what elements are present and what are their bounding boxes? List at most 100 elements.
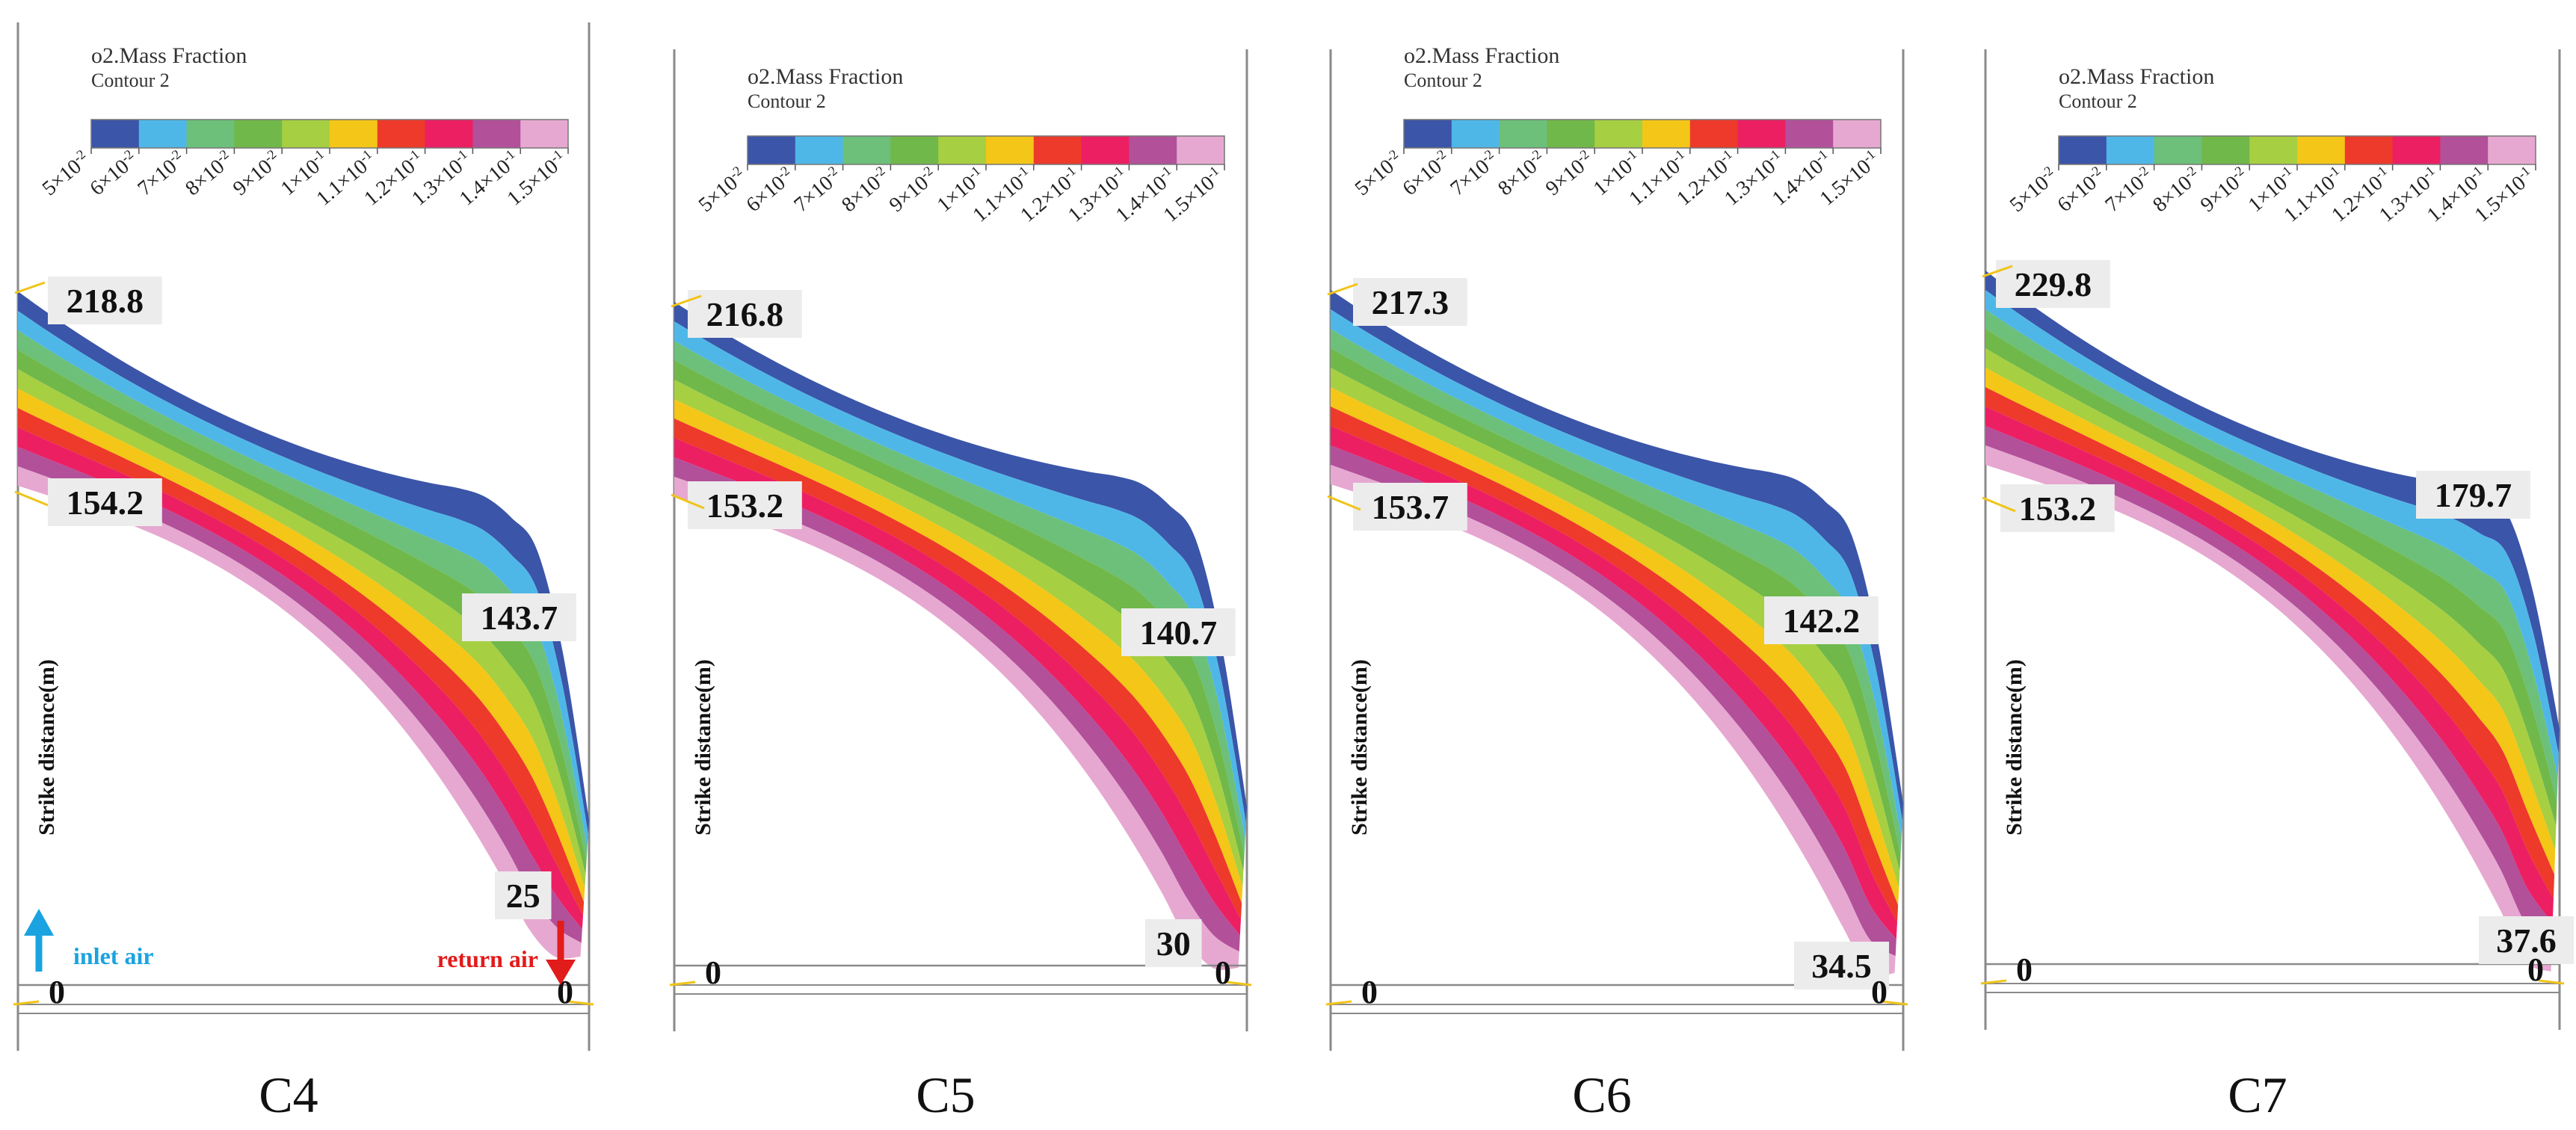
value-label-bg-left [688,481,802,529]
boundary-line-right [567,1000,594,1006]
value-label-bg-bottom [1794,942,1890,989]
legend-swatch-1 [91,120,140,148]
legend-tick-label: 5×10-2 [1350,146,1408,200]
legend-title: o2.Mass Fraction [91,43,247,68]
legend-swatch-9 [2440,136,2489,164]
contour-band-2 [1985,290,2559,778]
value-label-left: 153.2 [2019,490,2097,528]
boundary-tick-top [14,281,46,294]
legend-tick-label: 9×10-2 [2196,163,2253,217]
legend-tick-label: 6×10-2 [1397,146,1455,200]
legend-tick-label: 6×10-2 [84,146,142,200]
legend-swatch-8 [425,120,473,148]
legend-swatch-7 [377,120,426,148]
legend-title: o2.Mass Fraction [2059,64,2214,89]
boundary-tick-left [671,493,705,510]
zero-label-left: 0 [705,954,721,991]
contour-band-1 [18,291,589,834]
inlet-arrow-head [24,909,54,936]
legend-title: o2.Mass Fraction [1404,43,1559,68]
zero-label-left: 0 [1361,974,1378,1010]
legend-swatch-3 [1499,120,1547,148]
value-label-bottom: 37.6 [2496,921,2557,960]
value-label-left: 154.2 [67,484,144,522]
legend-swatch-5 [2249,136,2298,164]
legend-swatch-2 [138,120,188,148]
value-label-bg-top [48,277,162,324]
zero-label-right: 0 [1215,954,1231,991]
legend-swatch-8 [1737,120,1786,148]
legend-swatch-1 [2059,136,2107,164]
value-label-top: 216.8 [706,295,784,333]
legend-swatch-10 [520,120,569,148]
legend-swatch-7 [1033,136,1082,164]
legend-swatch-4 [234,120,283,148]
duct-outline [1985,983,2560,993]
legend-title: o2.Mass Fraction [748,64,903,89]
value-label-left: 153.2 [706,487,784,525]
value-label-bg-top [1996,260,2110,308]
value-label-bg-right [1121,608,1236,656]
value-label-top: 218.8 [67,282,144,320]
legend-swatch-10 [1177,136,1225,164]
legend-subtitle: Contour 2 [1404,70,1482,91]
zero-label-right: 0 [1871,974,1888,1010]
value-label-bg-bottom [2479,916,2575,964]
boundary-line-right [2538,979,2565,985]
legend-swatch-6 [986,136,1035,164]
legend-swatch-4 [2201,136,2250,164]
boundary-line-left [13,1000,40,1006]
legend-swatch-2 [795,136,844,164]
zero-label-right: 0 [2527,951,2544,988]
boundary-line-right [1225,981,1252,987]
legend-subtitle: Contour 2 [2059,90,2137,112]
legend-tick-label: 5×10-2 [694,163,751,217]
duct-outline [1330,1004,1904,1014]
legend-tick-label: 9×10-2 [228,146,286,200]
legend-tick-label: 7×10-2 [132,146,190,200]
contour-band-4 [1985,329,2557,827]
legend-swatch-3 [186,120,235,148]
value-label-bg-top [688,290,802,338]
value-label-bg-right [1764,596,1879,644]
return-arrow-head [546,960,576,985]
legend-swatch-7 [1689,120,1739,148]
value-label-bg-left [1353,483,1467,531]
value-label-bg-left [2000,484,2115,532]
value-label-bg-right [2416,471,2530,519]
value-label-right: 140.7 [1140,614,1218,652]
boundary-tick-left [1327,495,1361,511]
legend-swatch-9 [472,120,521,148]
panel-caption: C4 [259,1066,318,1123]
value-label-bg-bottom [1145,919,1202,967]
value-label-right: 143.7 [481,599,558,637]
axis-label: Strike distance(m) [34,659,59,836]
legend-tick-label: 7×10-2 [789,163,846,217]
value-label-bg-left [48,478,162,526]
legend-subtitle: Contour 2 [748,90,826,112]
return-air-label: return air [437,945,538,972]
contour-band-1 [1331,290,1903,821]
boundary-line-left [1980,979,2007,985]
boundary-line-right [1882,1000,1908,1006]
value-label-bg-bottom [495,871,552,919]
contour-band-2 [18,311,588,848]
value-label-top: 229.8 [2015,265,2092,303]
legend-tick-label: 5×10-2 [2005,163,2062,217]
legend-swatch-6 [1642,120,1691,148]
legend-tick-label: 8×10-2 [836,163,894,217]
value-label-bg-top [1353,278,1467,326]
axis-label: Strike distance(m) [1347,659,1372,836]
value-label-right: 142.2 [1783,602,1861,640]
legend-swatch-9 [1129,136,1177,164]
legend-swatch-4 [890,136,939,164]
legend-swatch-8 [2392,136,2441,164]
boundary-line-left [1325,1000,1352,1006]
